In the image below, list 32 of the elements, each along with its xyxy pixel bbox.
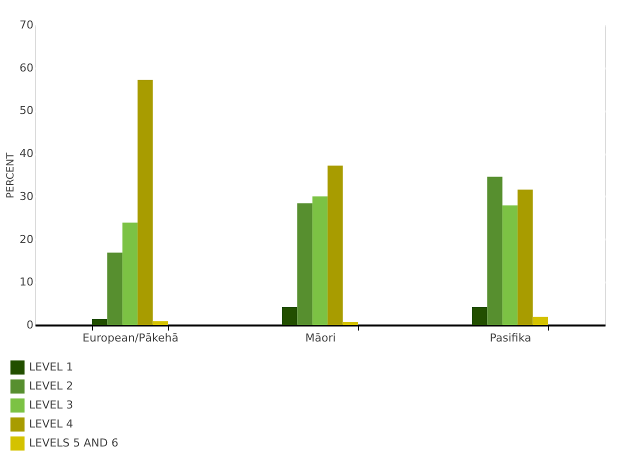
y-tick-label: 20 — [20, 232, 34, 246]
y-tick-label: 0 — [26, 318, 34, 332]
x-tick-label: Māori — [305, 332, 336, 344]
y-tick-label: 10 — [20, 276, 34, 289]
y-tick-label: 50 — [20, 104, 34, 118]
bar — [297, 203, 312, 325]
legend-label: LEVEL 2 — [29, 380, 74, 392]
bar — [472, 307, 488, 325]
bar — [342, 322, 358, 325]
bar — [532, 316, 548, 325]
bar — [92, 319, 108, 325]
y-axis-title: PERCENT — [6, 152, 17, 198]
bar — [282, 307, 298, 325]
y-tick-label: 40 — [20, 147, 34, 160]
legend-label: LEVEL 3 — [29, 398, 74, 412]
bar — [518, 190, 533, 325]
bar — [487, 176, 502, 325]
legend-label: LEVEL 1 — [29, 360, 74, 374]
y-tick-label: 60 — [20, 61, 34, 74]
legend-label: LEVELS 5 AND 6 — [29, 436, 118, 450]
bar — [122, 222, 138, 325]
legend-label: LEVEL 4 — [29, 418, 74, 430]
x-tick-label: Pasifika — [490, 332, 532, 344]
bar — [138, 80, 153, 325]
y-tick-label: 70 — [20, 18, 34, 32]
x-tick-label: European/Pākehā — [82, 332, 178, 344]
bar — [502, 205, 518, 325]
y-tick-label: 30 — [20, 190, 34, 203]
bar — [328, 166, 343, 325]
bar — [152, 321, 168, 325]
bar — [312, 196, 328, 325]
bar — [107, 252, 122, 325]
